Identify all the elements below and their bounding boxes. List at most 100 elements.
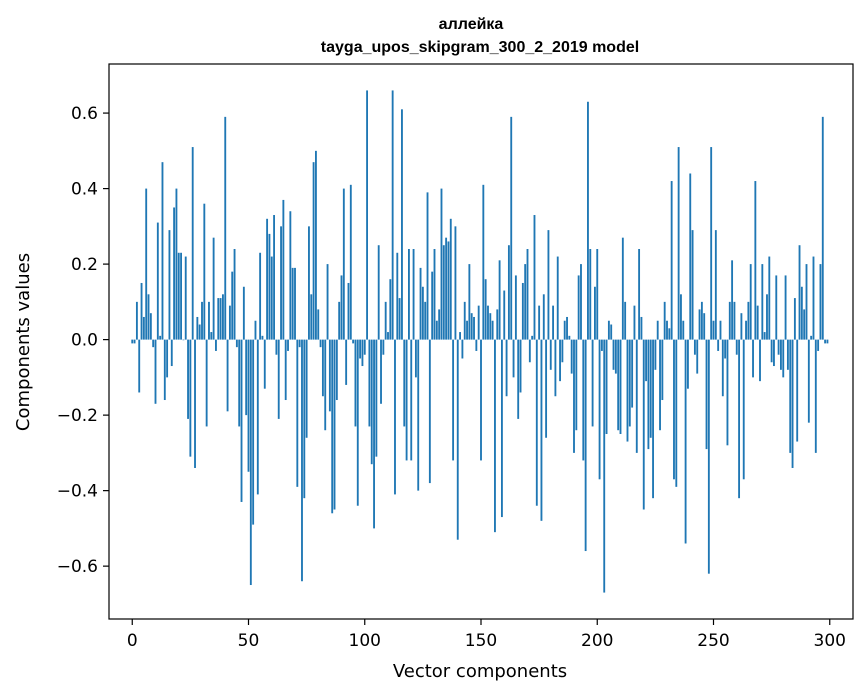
- y-tick-label: 0.2: [71, 255, 98, 275]
- bar-292: [810, 335, 813, 340]
- bar-159: [500, 339, 503, 518]
- bar-221: [645, 339, 648, 382]
- bar-146: [470, 313, 473, 340]
- bar-241: [691, 230, 694, 340]
- bar-94: [349, 184, 352, 340]
- bar-115: [398, 298, 401, 340]
- bar-133: [440, 188, 443, 340]
- bar-118: [405, 339, 408, 461]
- bar-179: [547, 230, 550, 340]
- bar-225: [654, 339, 657, 370]
- bar-132: [438, 309, 441, 340]
- bar-297: [821, 116, 824, 340]
- bar-223: [649, 339, 652, 438]
- bar-44: [233, 249, 236, 340]
- bar-173: [533, 215, 536, 340]
- bar-256: [726, 339, 729, 446]
- bar-33: [208, 301, 210, 340]
- bar-253: [719, 320, 722, 340]
- bar-92: [345, 339, 348, 385]
- x-tick-label: 0: [127, 631, 138, 651]
- bar-294: [814, 339, 817, 453]
- bar-88: [335, 339, 338, 401]
- bar-66: [284, 339, 287, 401]
- bar-161: [505, 339, 508, 397]
- bar-45: [235, 339, 238, 348]
- bar-272: [763, 332, 766, 340]
- bar-196: [587, 101, 589, 340]
- bar-201: [598, 339, 601, 480]
- bar-144: [466, 320, 468, 340]
- bar-42: [228, 305, 231, 340]
- bar-99: [361, 339, 364, 367]
- bar-181: [552, 305, 555, 340]
- bar-269: [756, 305, 759, 340]
- bar-112: [391, 90, 394, 340]
- bar-233: [673, 339, 675, 480]
- bar-73: [301, 339, 303, 582]
- bar-189: [570, 339, 573, 374]
- bar-89: [338, 301, 341, 340]
- bar-125: [421, 286, 424, 340]
- y-tick-label: 0.4: [71, 180, 98, 200]
- bar-9: [152, 339, 155, 348]
- bar-169: [524, 264, 527, 340]
- bar-61: [273, 215, 275, 340]
- bar-230: [666, 320, 668, 340]
- bar-194: [582, 339, 585, 461]
- bar-192: [577, 275, 580, 340]
- bar-14: [163, 339, 166, 401]
- bar-258: [731, 260, 734, 340]
- bar-247: [705, 339, 708, 450]
- bar-35: [212, 237, 215, 340]
- bar-285: [793, 298, 796, 340]
- bar-188: [568, 335, 571, 340]
- bar-177: [542, 294, 545, 340]
- bar-63: [277, 339, 280, 419]
- bar-8: [149, 313, 152, 340]
- bar-69: [291, 267, 294, 340]
- bar-212: [624, 301, 627, 340]
- bar-182: [554, 339, 557, 397]
- bar-58: [266, 218, 269, 340]
- bar-276: [773, 339, 775, 367]
- bar-209: [617, 339, 620, 431]
- y-tick-label: −0.2: [57, 406, 98, 426]
- bar-251: [714, 230, 717, 340]
- bar-49: [245, 339, 248, 416]
- bar-23: [184, 256, 187, 340]
- bar-120: [410, 339, 413, 461]
- bar-122: [414, 339, 417, 378]
- bar-178: [545, 339, 548, 438]
- bar-27: [194, 339, 196, 468]
- bar-217: [635, 339, 638, 453]
- bar-236: [680, 294, 682, 340]
- bar-172: [531, 335, 534, 340]
- bar-15: [166, 339, 169, 378]
- bar-74: [303, 339, 306, 499]
- bar-129: [431, 271, 434, 340]
- bar-185: [561, 339, 564, 363]
- bar-2: [135, 301, 138, 340]
- bar-116: [401, 109, 403, 340]
- bar-113: [394, 339, 396, 495]
- bar-150: [480, 339, 482, 461]
- bar-175: [538, 305, 541, 340]
- bar-232: [670, 181, 673, 340]
- bar-213: [626, 339, 629, 442]
- bar-85: [328, 339, 331, 412]
- bar-54: [256, 339, 259, 495]
- bar-109: [384, 301, 387, 340]
- bar-28: [196, 316, 199, 340]
- bar-143: [463, 301, 466, 340]
- bar-280: [782, 339, 785, 378]
- bar-153: [487, 305, 489, 340]
- bar-191: [575, 339, 578, 431]
- bar-145: [468, 264, 471, 340]
- bar-114: [396, 252, 399, 340]
- bar-55: [259, 252, 262, 340]
- bar-290: [805, 264, 808, 340]
- bar-19: [175, 188, 178, 340]
- bar-273: [766, 294, 768, 340]
- bar-224: [652, 339, 654, 499]
